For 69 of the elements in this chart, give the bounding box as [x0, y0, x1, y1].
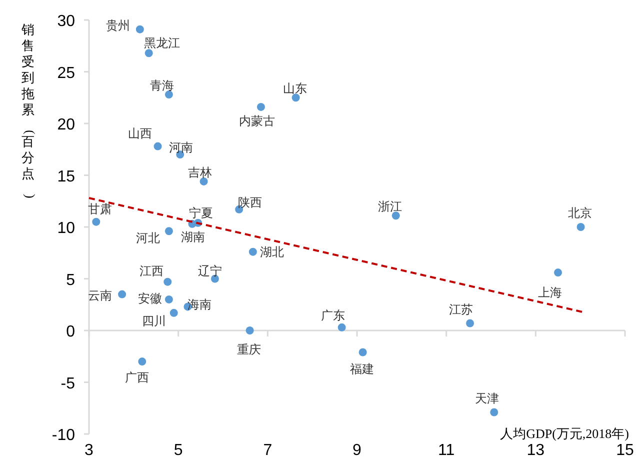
y-tick-label: 15	[57, 168, 76, 186]
annotation: 甘肃	[88, 202, 112, 216]
annotation: 广西	[125, 370, 150, 385]
annotation: 黑龙江	[144, 36, 180, 50]
y-tick-label: 20	[57, 116, 76, 134]
annotation: 陕西	[238, 195, 262, 210]
x-axis-title: 人均GDP(万元,2018年)	[500, 426, 629, 441]
annotation: 广东	[320, 308, 345, 322]
point	[164, 90, 173, 99]
y-tick-label: 25	[57, 64, 76, 82]
point	[576, 223, 585, 231]
point	[92, 218, 100, 226]
annotation: 宁夏	[188, 206, 213, 220]
annotation: 上海	[538, 286, 562, 300]
annotation: 天津	[475, 391, 500, 406]
point	[164, 227, 173, 236]
annotation: 安徽	[138, 291, 162, 306]
annotation: 福建	[350, 362, 374, 376]
annotation: 河南	[169, 140, 194, 155]
point	[164, 295, 173, 304]
y-tick-label: 10	[57, 220, 76, 237]
point	[118, 290, 126, 298]
y-tick-label: 0	[66, 324, 76, 340]
x-tick-label: 5	[174, 442, 183, 459]
point	[490, 408, 498, 416]
annotation: 湖南	[181, 230, 206, 244]
point	[246, 326, 254, 334]
annotation: 山东	[282, 82, 307, 96]
point	[154, 142, 162, 150]
annotation: 山西	[128, 126, 152, 140]
y-axis-title: 销售受到拖累(百分点)	[22, 22, 38, 198]
annotation: 云南	[88, 288, 112, 302]
point	[256, 102, 265, 111]
y-tick-label: 5	[66, 272, 76, 289]
annotation: 湖北	[260, 244, 284, 259]
x-tick-label: 11	[438, 442, 455, 459]
annotation: 内蒙古	[238, 114, 275, 128]
x-tick-label: 7	[263, 442, 272, 459]
annotation: 贵州	[106, 18, 130, 32]
annotation: 四川	[142, 314, 166, 328]
point	[248, 248, 257, 256]
point	[144, 49, 153, 58]
point	[292, 94, 300, 102]
x-tick-label: 3	[84, 442, 94, 459]
point	[466, 319, 474, 328]
point	[164, 278, 172, 286]
y-tick-label: -10	[52, 427, 76, 444]
point	[338, 323, 346, 332]
point	[554, 268, 562, 277]
x-tick-label: 15	[616, 442, 634, 459]
annotation: 辽宁	[198, 264, 222, 278]
point	[358, 348, 367, 356]
y-tick-label: 30	[57, 13, 76, 30]
point	[138, 358, 146, 366]
annotation: 青海	[150, 78, 174, 93]
annotation: 北京	[568, 206, 592, 220]
x-tick-label: 9	[352, 442, 362, 459]
annotation: 河北	[136, 231, 160, 246]
point	[136, 25, 144, 34]
annotation: 吉林	[188, 165, 212, 180]
y-tick-label: -5	[60, 375, 76, 392]
annotation: 重庆	[236, 342, 261, 356]
annotation: 浙江	[378, 200, 402, 214]
point	[170, 308, 178, 317]
annotation: 江西	[140, 264, 164, 278]
point	[392, 212, 400, 220]
annotation: 海南	[188, 298, 212, 312]
x-tick-label: 13	[526, 442, 545, 459]
annotation: 江苏	[449, 302, 474, 316]
